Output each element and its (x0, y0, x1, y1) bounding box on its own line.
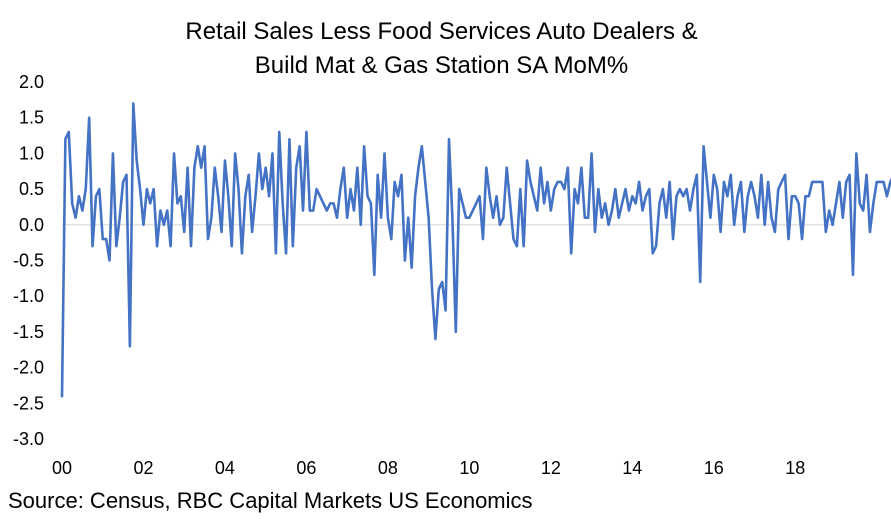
y-tick-label: -3.0 (13, 429, 44, 449)
y-tick-label: 1.5 (19, 108, 44, 128)
x-tick-label: 04 (215, 458, 235, 478)
x-tick-label: 16 (704, 458, 724, 478)
x-tick-label: 10 (459, 458, 479, 478)
y-tick-label: 0.0 (19, 215, 44, 235)
x-tick-label: 12 (541, 458, 561, 478)
y-tick-label: -1.5 (13, 322, 44, 342)
source-note: Source: Census, RBC Capital Markets US E… (8, 488, 533, 513)
series-line (60, 102, 891, 398)
y-tick-label: -0.5 (13, 251, 44, 271)
y-tick-label: 1.0 (19, 143, 44, 163)
y-tick-label: -2.0 (13, 358, 44, 378)
x-tick-label: 08 (378, 458, 398, 478)
x-tick-label: 02 (133, 458, 153, 478)
x-tick-label: 18 (785, 458, 805, 478)
y-tick-label: 2.0 (19, 72, 44, 92)
chart-title-line-2: Build Mat & Gas Station SA MoM% (254, 52, 629, 79)
chart-title-line-1: Retail Sales Less Food Services Auto Dea… (185, 18, 698, 45)
y-tick-label: -1.0 (13, 286, 44, 306)
y-tick-label: -2.5 (13, 393, 44, 413)
x-tick-label: 14 (622, 458, 642, 478)
x-tick-label: 00 (52, 458, 72, 478)
y-tick-label: 0.5 (19, 179, 44, 199)
x-tick-label: 06 (296, 458, 316, 478)
